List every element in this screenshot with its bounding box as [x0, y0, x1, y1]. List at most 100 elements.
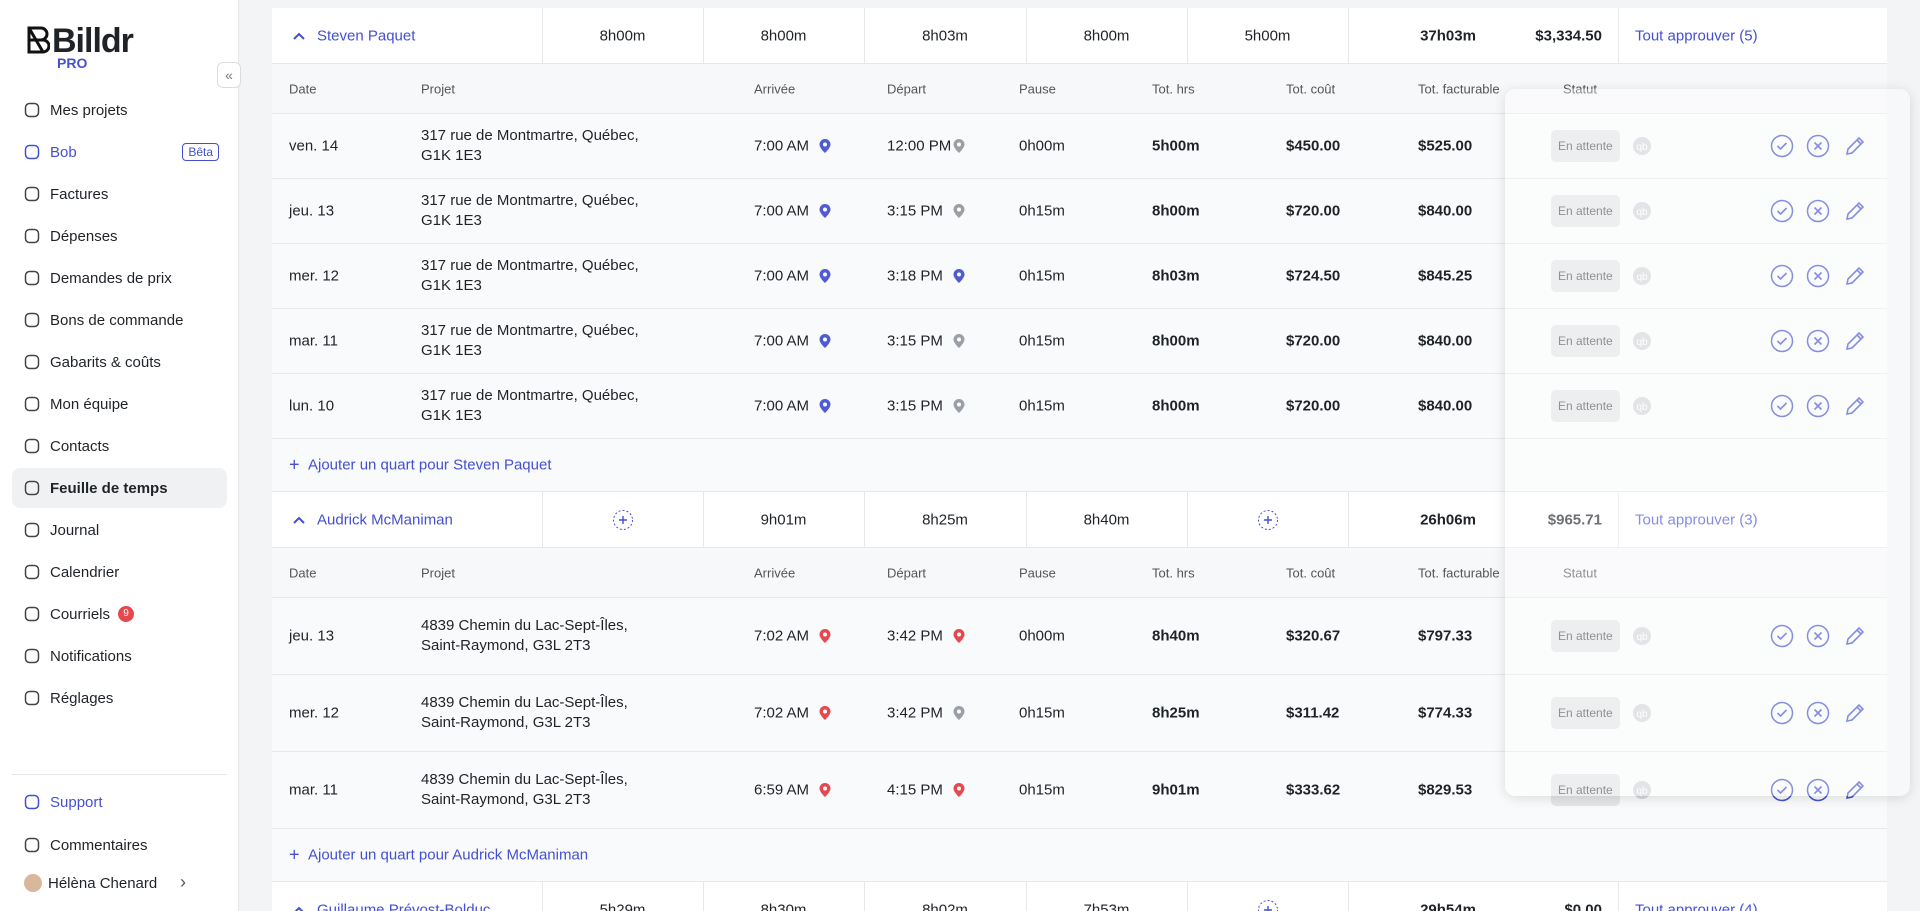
total-cost: $720.00 — [1286, 202, 1341, 220]
shift-project: 317 rue de Montmartre, Québec, G1K 1E3 — [421, 192, 639, 229]
add-shift-row: + Ajouter un quart pour Audrick McManiman — [272, 829, 1887, 882]
edit-button[interactable] — [1843, 778, 1867, 802]
reject-button[interactable] — [1806, 394, 1830, 418]
chevron-up — [292, 513, 306, 527]
nav-item[interactable]: Feuille de temps — [12, 468, 227, 508]
employee-name[interactable]: Guillaume Prévost-Bolduc — [317, 901, 491, 911]
column-header: Date Projet Arrivée Départ Pause Tot. hrs Tot.… — [272, 548, 1887, 598]
departure-time: 12:00 PM — [887, 137, 952, 155]
cell-divider — [864, 492, 865, 548]
group-header: Guillaume Prévost-Bolduc 5h29m 8h30m 8h02m 7… — [272, 882, 1887, 911]
nav-badge: Bêta — [182, 143, 219, 161]
approve-button[interactable] — [1770, 199, 1794, 223]
edit-button[interactable] — [1843, 701, 1867, 725]
nav-item[interactable]: Gabarits & coûts — [12, 342, 227, 382]
edit-button[interactable] — [1843, 329, 1867, 353]
total-cost: $724.50 — [1286, 267, 1341, 285]
cell-divider — [703, 492, 704, 548]
reject-button[interactable] — [1806, 134, 1830, 158]
column-label: Tot. coût — [1286, 81, 1336, 96]
edit-button[interactable] — [1843, 264, 1867, 288]
edit-button[interactable] — [1843, 394, 1867, 418]
shift-date: jeu. 13 — [289, 627, 335, 645]
pause: 0h15m — [1019, 704, 1065, 722]
total-hours: 8h00m — [1152, 397, 1200, 415]
approve-button[interactable] — [1770, 264, 1794, 288]
nav-item[interactable]: Calendrier — [12, 552, 227, 592]
total-hours: 8h25m — [1152, 704, 1200, 722]
nav-item[interactable]: Factures — [12, 174, 227, 214]
departure-time: 3:15 PM — [887, 332, 943, 350]
day-total: 7h53m — [1083, 901, 1130, 911]
edit-button[interactable] — [1843, 624, 1867, 648]
nav-item[interactable]: Mes projets — [12, 90, 227, 130]
shift-project: 317 rue de Montmartre, Québec, G1K 1E3 — [421, 127, 639, 164]
location-pin — [952, 782, 966, 798]
nav-item[interactable]: Réglages — [12, 678, 227, 718]
add-shift-link[interactable]: Ajouter un quart pour Audrick McManiman — [308, 846, 589, 864]
add-icon — [1257, 899, 1279, 911]
nav-item[interactable]: Dépenses — [12, 216, 227, 256]
nav-item[interactable]: Bons de commande — [12, 300, 227, 340]
add-shift-link[interactable]: Ajouter un quart pour Steven Paquet — [308, 456, 552, 474]
edit-button[interactable] — [1843, 134, 1867, 158]
user-name[interactable]: Hélèna Chenard — [48, 875, 158, 892]
nav-label: Journal — [50, 521, 100, 539]
day-total: 9h01m — [760, 511, 807, 528]
approve-button[interactable] — [1770, 134, 1794, 158]
status-badge: En attente — [1551, 260, 1620, 292]
reject-button[interactable] — [1806, 778, 1830, 802]
departure-time: 4:15 PM — [887, 781, 943, 799]
total-hours: 8h00m — [1152, 332, 1200, 350]
pause: 0h15m — [1019, 397, 1065, 415]
nav-label: Notifications — [50, 647, 132, 665]
total-cost: $720.00 — [1286, 397, 1341, 415]
approve-button[interactable] — [1770, 329, 1794, 353]
employee-name[interactable]: Steven Paquet — [317, 27, 416, 44]
nav-item[interactable]: Bob Bêta — [12, 132, 227, 172]
total-hours: 8h03m — [1152, 267, 1200, 285]
approve-button[interactable] — [1770, 778, 1794, 802]
cell-divider — [1026, 8, 1027, 64]
shift-row: mar. 11 317 rue de Montmartre, Québec, G1… — [272, 309, 1887, 374]
location-pin — [952, 628, 966, 644]
shift-project: 4839 Chemin du Lac-Sept-Îles, Saint-Raym… — [421, 694, 628, 731]
column-label: Arrivée — [754, 565, 796, 580]
edit-button[interactable] — [1843, 199, 1867, 223]
add-icon — [612, 509, 634, 531]
nav-item[interactable]: Notifications — [12, 636, 227, 676]
reject-button[interactable] — [1806, 329, 1830, 353]
approve-button[interactable] — [1770, 394, 1794, 418]
approve-all[interactable]: Tout approuver (4) — [1635, 901, 1758, 911]
shift-project: 317 rue de Montmartre, Québec, G1K 1E3 — [421, 322, 639, 359]
shift-date: ven. 14 — [289, 137, 339, 155]
reject-button[interactable] — [1806, 264, 1830, 288]
nav-item[interactable]: Mon équipe — [12, 384, 227, 424]
qb-icon: qb — [1632, 266, 1652, 286]
week-total: 37h03m — [1420, 27, 1476, 44]
approve-all[interactable]: Tout approuver (5) — [1635, 27, 1758, 44]
reject-button[interactable] — [1806, 701, 1830, 725]
approve-all[interactable]: Tout approuver (3) — [1635, 511, 1758, 528]
cell-divider — [703, 882, 704, 911]
nav-item[interactable]: Journal — [12, 510, 227, 550]
nav-item[interactable]: Contacts — [12, 426, 227, 466]
add-icon — [1257, 509, 1279, 531]
day-total: 8h00m — [1083, 27, 1130, 44]
reject-button[interactable] — [1806, 624, 1830, 648]
column-label: Tot. coût — [1286, 565, 1336, 580]
nav-item[interactable]: Support — [12, 782, 227, 822]
approve-button[interactable] — [1770, 701, 1794, 725]
nav-item[interactable]: Commentaires — [12, 825, 227, 865]
employee-name[interactable]: Audrick McManiman — [317, 511, 453, 528]
approve-button[interactable] — [1770, 624, 1794, 648]
collapse-button[interactable]: « — [217, 62, 241, 88]
total-hours: 5h00m — [1152, 137, 1200, 155]
nav-item[interactable]: Demandes de prix — [12, 258, 227, 298]
nav-label: Demandes de prix — [50, 269, 172, 287]
nav-item[interactable]: Courriels 9 — [12, 594, 227, 634]
column-label: Tot. facturable — [1418, 565, 1500, 580]
reject-button[interactable] — [1806, 199, 1830, 223]
qb-icon: qb — [1632, 136, 1652, 156]
total-hours: 9h01m — [1152, 781, 1200, 799]
